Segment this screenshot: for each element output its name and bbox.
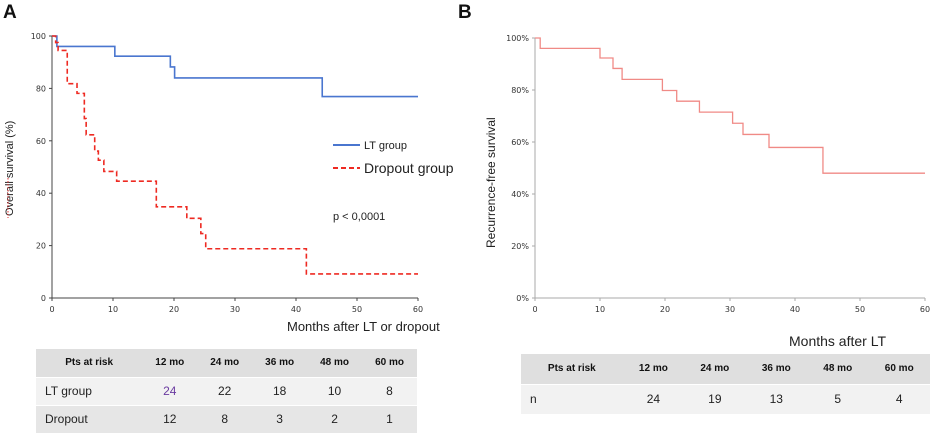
series-line-recurrence-free-survival	[535, 37, 925, 174]
risk-table-header-cell: Pts at risk	[521, 354, 623, 385]
y-tick-label: 100%	[506, 34, 529, 43]
risk-table-cell: 5	[807, 384, 869, 415]
panel-b-ticks: 0% 20% 40% 60% 80% 100% 0 10 20 30 40 50 60	[506, 34, 930, 314]
y-tick-label: 0%	[516, 294, 529, 303]
x-tick-label: 0	[532, 305, 537, 314]
risk-table-header-cell: 12 mo	[142, 349, 198, 378]
x-tick-label: 60	[413, 305, 423, 314]
risk-table-cell: 4	[868, 384, 930, 415]
panel-a-risk-table: Pts at risk 12 mo 24 mo 36 mo 48 mo 60 m…	[36, 349, 417, 434]
y-tick-label: 40%	[511, 190, 529, 199]
x-tick-label: 10	[595, 305, 605, 314]
x-tick-label: 50	[352, 305, 362, 314]
risk-table-header-cell: 48 mo	[807, 354, 869, 385]
x-tick-label: 50	[855, 305, 865, 314]
risk-table-cell: 1	[362, 405, 417, 434]
panel-a-ylabel: Overall survival (%)	[4, 121, 16, 216]
panel-a-legend: LT group Dropout group	[333, 140, 454, 176]
risk-table-header-cell: 36 mo	[745, 354, 808, 385]
risk-table-header-cell: 24 mo	[684, 354, 746, 385]
risk-table-cell: 13	[745, 384, 808, 415]
y-tick-label: 60	[36, 137, 46, 146]
panel-a-letter: A	[3, 2, 17, 23]
risk-table-header-row: Pts at risk 12 mo 24 mo 36 mo 48 mo 60 m…	[521, 354, 930, 385]
panel-b-axes	[534, 38, 925, 299]
panel-a-ticks: 0 20 40 60 80 100 0 10 20 30 40 50 60	[31, 32, 423, 314]
risk-table-row-label: Dropout	[36, 405, 143, 434]
legend-lt-label: LT group	[364, 140, 407, 152]
panel-a-pvalue: p < 0,0001	[333, 211, 385, 223]
panel-b-risk-table: Pts at risk 12 mo 24 mo 36 mo 48 mo 60 m…	[521, 354, 930, 415]
series-line-lt-group	[52, 35, 418, 98]
risk-table-cell: 3	[252, 405, 308, 434]
risk-table-header-cell: 12 mo	[622, 354, 685, 385]
y-tick-label: 40	[36, 189, 46, 198]
x-tick-label: 40	[790, 305, 800, 314]
risk-table-row-label: n	[521, 384, 623, 415]
y-tick-label: 20%	[511, 242, 529, 251]
panel-b-ylabel: Recurrence-free survival	[484, 117, 498, 248]
risk-table-row: Dropout 12 8 3 2 1	[36, 405, 417, 434]
x-tick-label: 10	[108, 305, 118, 314]
risk-table-header-cell: 24 mo	[197, 349, 253, 378]
risk-table-cell: 12	[142, 405, 198, 434]
x-tick-label: 20	[660, 305, 670, 314]
y-tick-label: 80%	[511, 86, 529, 95]
y-tick-label: 100	[31, 32, 46, 41]
risk-table-cell: 19	[684, 384, 746, 415]
risk-table-header-cell: Pts at risk	[36, 349, 143, 378]
risk-table-header-cell: 60 mo	[362, 349, 417, 378]
legend-dropout-label: Dropout group	[364, 160, 454, 176]
y-tick-label: 0	[41, 294, 46, 303]
risk-table-header-cell: 48 mo	[307, 349, 363, 378]
x-tick-label: 30	[230, 305, 240, 314]
risk-table-header-row: Pts at risk 12 mo 24 mo 36 mo 48 mo 60 m…	[36, 349, 417, 378]
series-line-dropout-group	[52, 35, 418, 275]
y-tick-label: 20	[36, 242, 46, 251]
risk-table-header-cell: 36 mo	[252, 349, 308, 378]
risk-table-row-label: LT group	[36, 377, 143, 406]
y-tick-label: 80	[36, 84, 46, 93]
panel-b-xlabel: Months after LT	[789, 333, 886, 349]
panel-b-letter: B	[458, 2, 472, 23]
x-tick-label: 40	[291, 305, 301, 314]
risk-table-row: n 24 19 13 5 4	[521, 384, 930, 415]
x-tick-label: 20	[169, 305, 179, 314]
x-tick-label: 0	[49, 305, 54, 314]
panel-a-xlabel: Months after LT or dropout	[287, 319, 440, 334]
x-tick-label: 60	[920, 305, 930, 314]
x-tick-label: 30	[725, 305, 735, 314]
panel-b-series	[535, 37, 925, 174]
risk-table-cell: 18	[252, 377, 308, 406]
risk-table-cell: 24	[142, 377, 198, 406]
risk-table-cell: 8	[362, 377, 417, 406]
risk-table-cell: 22	[197, 377, 253, 406]
risk-table-header-cell: 60 mo	[868, 354, 930, 385]
risk-table-cell: 2	[307, 405, 363, 434]
risk-table-cell: 8	[197, 405, 253, 434]
risk-table-row: LT group 24 22 18 10 8	[36, 377, 417, 406]
risk-table-cell: 10	[307, 377, 363, 406]
panel-a-series	[52, 35, 418, 275]
risk-table-cell: 24	[622, 384, 685, 415]
y-tick-label: 60%	[511, 138, 529, 147]
